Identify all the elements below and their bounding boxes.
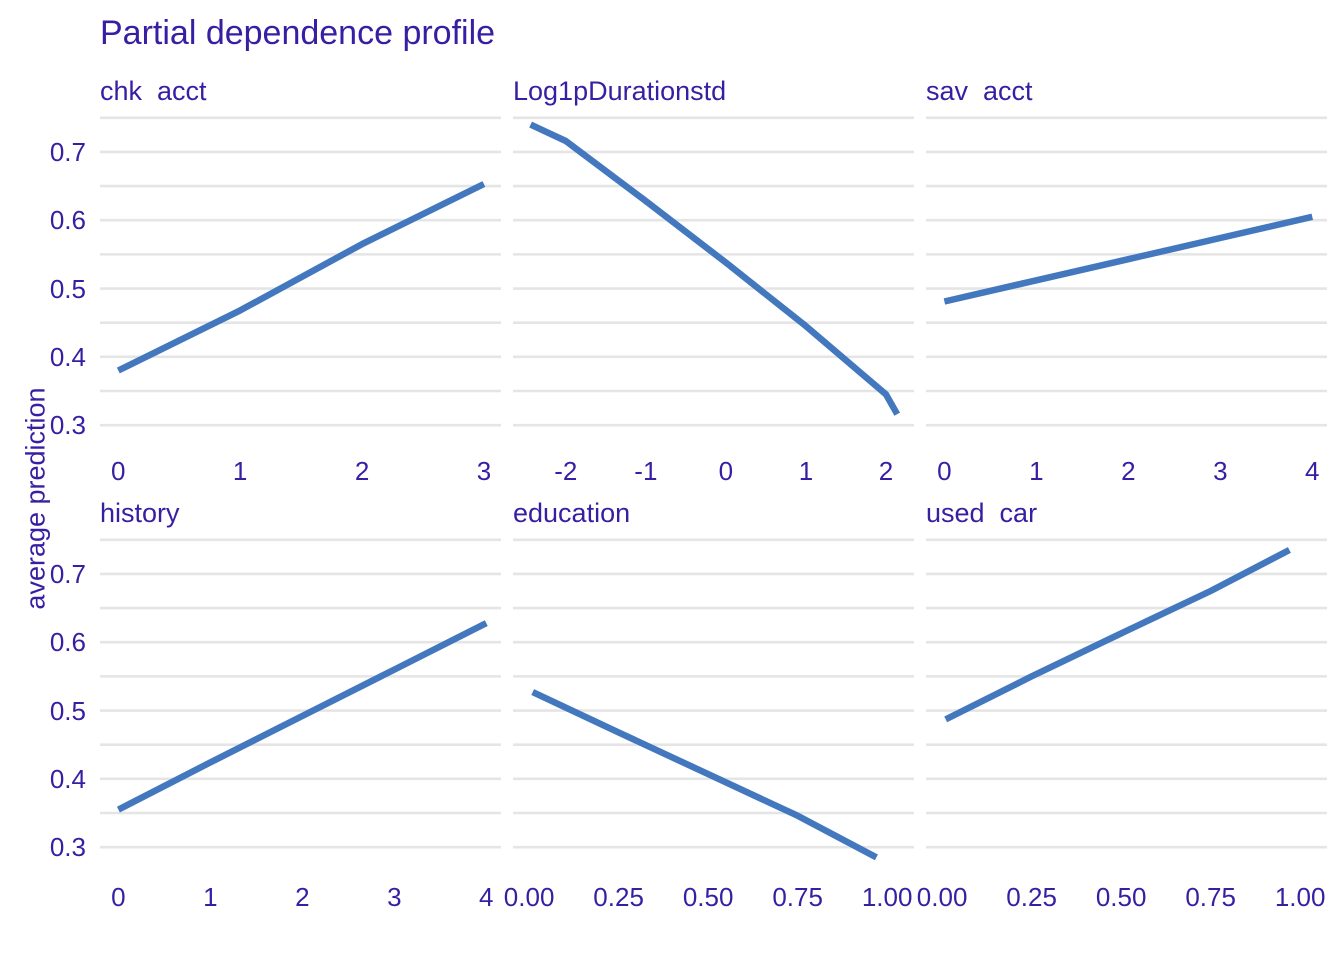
x-tick-label: 2 [354, 456, 370, 486]
panel-used-car [926, 538, 1327, 849]
y-tick-label: 0.7 [49, 136, 86, 167]
x-tick-label: 2 [295, 882, 310, 912]
chart-title: Partial dependence profile [100, 14, 496, 52]
x-tick-label: 0.00 [503, 882, 555, 912]
profile-line [944, 547, 1291, 723]
facet-label-sav-acct: sav acct [926, 76, 1033, 106]
x-tick-label: 3 [476, 456, 492, 486]
panel-log1pdurationstd [513, 116, 914, 427]
facet-label-used-car: used car [926, 498, 1038, 528]
x-tick-label: 0.25 [593, 882, 644, 912]
panel-sav-acct [926, 116, 1327, 427]
facet-label-chk-acct: chk acct [100, 76, 207, 106]
facet-label-education: education [513, 498, 631, 528]
x-tick-label: 0.75 [1185, 882, 1236, 912]
x-tick-label: 1 [1029, 456, 1044, 486]
y-tick-label: 0.6 [49, 205, 86, 236]
x-tick-label: 1.00 [1274, 882, 1326, 912]
y-tick-label: 0.3 [49, 832, 86, 863]
x-tick-label: 0.50 [1095, 882, 1147, 912]
x-tick-label: 0.25 [1006, 882, 1057, 912]
x-tick-label: 0.50 [682, 882, 734, 912]
facet-label-log1pdurationstd: Log1pDurationstd [513, 76, 727, 106]
x-tick-label: 2 [878, 456, 894, 486]
panel-history [100, 538, 501, 849]
x-tick-label: 4 [479, 882, 494, 912]
x-tick-label: 0.00 [916, 882, 968, 912]
x-tick-label: 0 [111, 456, 126, 486]
x-tick-label: 3 [387, 882, 402, 912]
y-tick-label: 0.6 [49, 627, 86, 658]
panel-education [513, 538, 914, 861]
y-tick-label: 0.4 [49, 341, 86, 372]
x-tick-label: 0 [937, 456, 952, 486]
profile-line [943, 213, 1314, 305]
panel-chk-acct [100, 116, 501, 427]
facet-label-history: history [100, 498, 180, 528]
x-tick-label: 1 [203, 882, 218, 912]
x-tick-label: 3 [1213, 456, 1228, 486]
x-tick-label: 0 [111, 882, 126, 912]
y-tick-label: 0.5 [49, 695, 86, 726]
x-tick-label: 1 [232, 456, 248, 486]
x-tick-label: 4 [1305, 456, 1320, 486]
profile-line [116, 181, 486, 374]
x-tick-label: 0.75 [772, 882, 823, 912]
profile-line [116, 620, 488, 813]
y-tick-label: 0.7 [49, 558, 86, 589]
x-tick-label: 1 [798, 456, 814, 486]
y-tick-label: 0.4 [49, 763, 86, 794]
profile-line [531, 689, 878, 861]
x-tick-label: 0 [718, 456, 734, 486]
y-tick-label: 0.5 [49, 273, 86, 304]
x-tick-label: -1 [634, 456, 658, 486]
y-tick-label: 0.3 [49, 410, 86, 441]
profile-line [529, 121, 901, 416]
x-tick-label: 2 [1121, 456, 1136, 486]
x-tick-label: 1.00 [861, 882, 913, 912]
x-tick-label: -2 [554, 456, 578, 486]
